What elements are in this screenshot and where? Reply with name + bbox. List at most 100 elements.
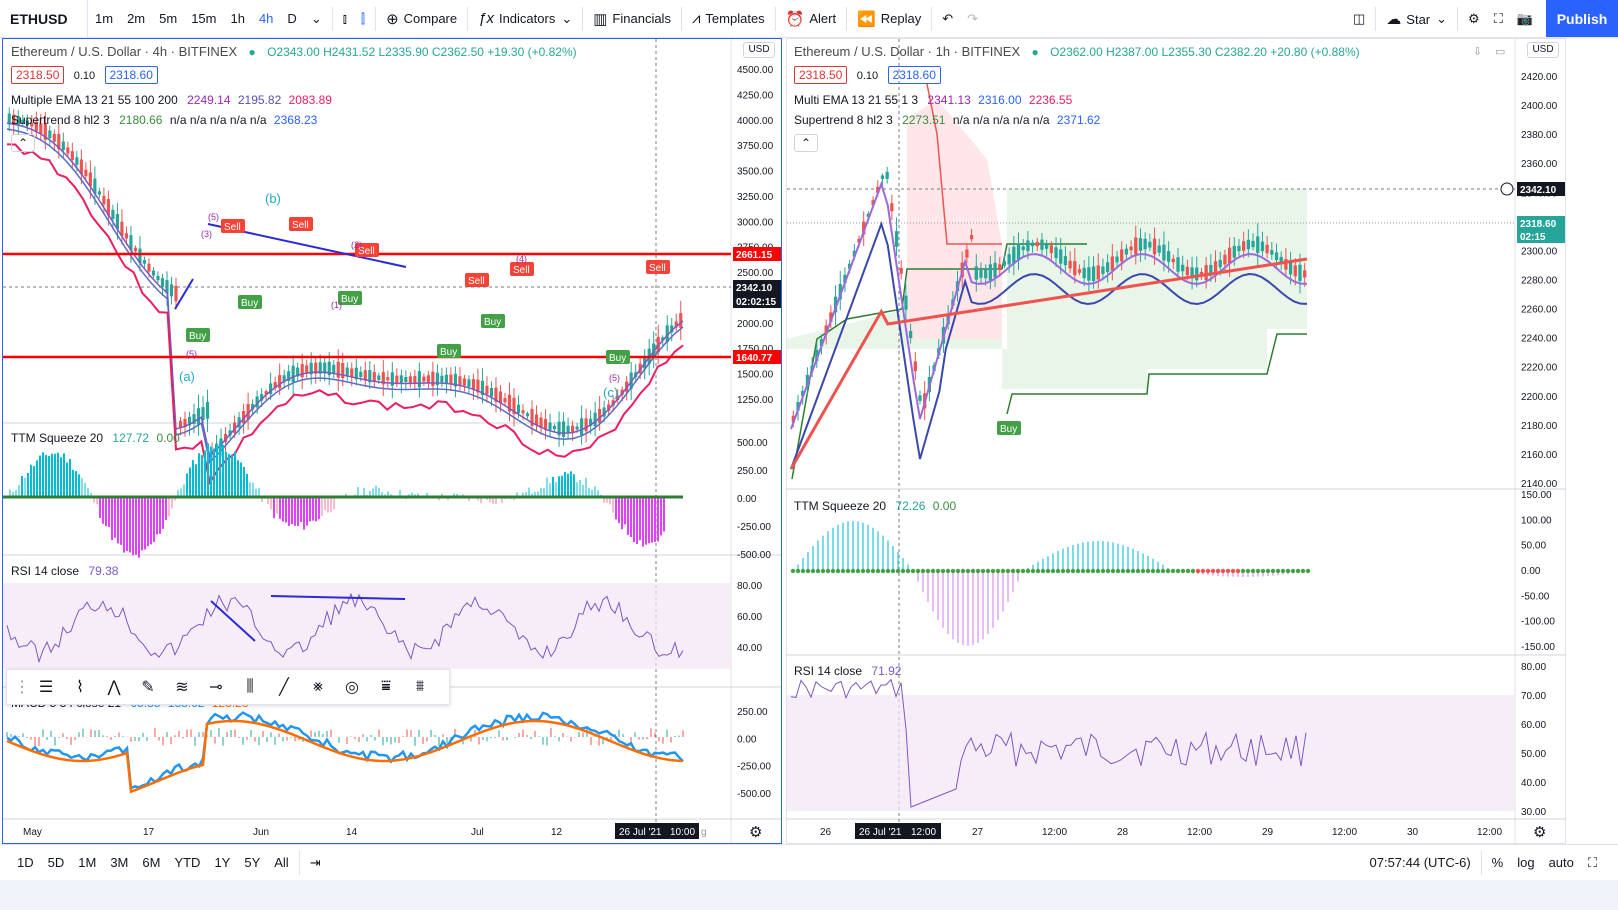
interval-dropdown-icon[interactable]: ⌄ xyxy=(310,10,322,26)
left-candle-body xyxy=(431,371,435,387)
clock-display[interactable]: 07:57:44 (UTC-6) xyxy=(1369,855,1471,870)
buy-price-button[interactable]: 2318.60 xyxy=(104,66,158,84)
right-price-axis-tick: 2360.00 xyxy=(1521,159,1558,170)
percent-toggle[interactable]: % xyxy=(1491,855,1504,870)
left-candle-body xyxy=(278,375,282,389)
ttm-squeeze-dot xyxy=(870,568,876,574)
sell-price-button[interactable]: 2318.50 xyxy=(11,66,65,84)
left-time-label: Jun xyxy=(253,827,269,838)
templates-button[interactable]: ⩘ Templates xyxy=(685,0,772,38)
left-main-legend: Ethereum / U.S. Dollar · 4h · BITFINEX ●… xyxy=(11,44,577,59)
brush-icon[interactable]: ✎ xyxy=(141,679,155,696)
resistance-price-flag-bg xyxy=(733,247,781,261)
left-chart-pane[interactable]: 4500.00 4250.00 4000.00 3750.00 3500.00 3250.… xyxy=(2,38,782,844)
collapse-legend-icon[interactable]: ⌃ xyxy=(794,134,818,152)
maximize-icon[interactable]: ▭ xyxy=(1495,46,1506,58)
auto-toggle[interactable]: auto xyxy=(1548,855,1574,870)
interval-4h[interactable]: 4h xyxy=(258,11,274,26)
drag-handle-icon[interactable]: ⋮ xyxy=(14,679,30,696)
pattern-icon[interactable]: ⨳ xyxy=(313,678,323,695)
ray-icon[interactable]: ⊸ xyxy=(209,679,223,696)
spiral-icon[interactable]: ◎ xyxy=(345,679,359,696)
goto-date-icon[interactable]: ⇥ xyxy=(309,854,321,870)
currency-selector[interactable]: USD xyxy=(743,42,775,58)
right-price-axis-tick: 2420.00 xyxy=(1521,72,1558,83)
horizontal-lines-icon[interactable]: ☰ xyxy=(38,679,54,696)
parallel-channel-icon[interactable]: ⩸ xyxy=(381,678,391,695)
pitchfork-icon[interactable]: ⫼ xyxy=(246,678,254,695)
left-candle-body xyxy=(395,375,399,384)
range-ytd[interactable]: YTD xyxy=(174,855,201,870)
left-macd-axis-tick: 250.00 xyxy=(737,707,768,718)
fullscreen-icon[interactable]: ⛶ xyxy=(1493,11,1503,26)
collapse-legend-icon[interactable]: ⌃ xyxy=(11,134,35,152)
range-5d[interactable]: 5D xyxy=(47,855,65,870)
redo-icon[interactable]: ↷ xyxy=(967,10,979,26)
left-candle-body xyxy=(39,123,43,135)
layout-icon[interactable]: ◫ xyxy=(1353,11,1366,26)
compare-button[interactable]: ⊕ Compare xyxy=(379,0,464,38)
indicators-button[interactable]: ƒx Indicators ⌄ xyxy=(471,0,579,38)
replay-button[interactable]: ⏪ Replay xyxy=(850,0,928,38)
bar-style-icon[interactable]: ⫾ xyxy=(342,10,347,26)
abc-pattern-icon[interactable]: ⋀ xyxy=(107,679,121,696)
buy-price-button[interactable]: 2318.60 xyxy=(887,66,941,84)
left-candle-body xyxy=(435,372,439,386)
interval-d[interactable]: D xyxy=(287,11,297,26)
macd-line xyxy=(6,711,684,790)
interval-2m[interactable]: 2m xyxy=(127,11,146,26)
fullscreen-icon[interactable]: ⛶ xyxy=(1587,854,1597,870)
candle-style-icon[interactable]: ⫿ xyxy=(360,10,366,26)
range-1y[interactable]: 1Y xyxy=(214,855,231,870)
right-chart-canvas[interactable]: 2420.002400.002380.002360.002340.002320.… xyxy=(787,39,1566,844)
range-1m[interactable]: 1M xyxy=(78,855,97,870)
ema-55-line xyxy=(789,257,1308,470)
undo-icon[interactable]: ↶ xyxy=(942,10,954,26)
interval-5m[interactable]: 5m xyxy=(159,11,178,26)
log-toggle[interactable]: log xyxy=(1517,855,1535,870)
interval-1m[interactable]: 1m xyxy=(95,11,114,26)
elliott-wave-icon[interactable]: ⌇ xyxy=(76,679,84,696)
right-price-axis-tick: 2300.00 xyxy=(1521,246,1558,257)
left-candle-body xyxy=(210,450,214,455)
left-chart-canvas[interactable]: 4500.00 4250.00 4000.00 3750.00 3500.00 3250.… xyxy=(3,39,782,844)
range-3m[interactable]: 3M xyxy=(110,855,129,870)
star-button[interactable]: ☁ Star ⌄ xyxy=(1379,0,1454,38)
ttm-squeeze-dot xyxy=(795,568,801,574)
camera-icon[interactable]: 📷 xyxy=(1516,11,1533,26)
right-candle-body xyxy=(838,284,842,300)
fib-icon[interactable]: ≋ xyxy=(175,679,189,696)
publish-button[interactable]: Publish xyxy=(1546,0,1618,37)
right-rsi-axis-tick: 80.00 xyxy=(1521,662,1546,673)
range-all[interactable]: All xyxy=(274,855,289,870)
alert-button[interactable]: ⏰ Alert xyxy=(779,0,843,38)
interval-1h[interactable]: 1h xyxy=(230,11,245,26)
range-5y[interactable]: 5Y xyxy=(244,855,261,870)
right-chart-pane[interactable]: 2420.002400.002380.002360.002340.002320.… xyxy=(786,38,1566,844)
left-ttm-legend: TTM Squeeze 20 127.72 0.00 xyxy=(11,431,180,445)
left-candle-body xyxy=(580,418,584,436)
right-candle-body xyxy=(1298,264,1302,281)
right-candle-body xyxy=(862,221,866,235)
ttm-squeeze-dot xyxy=(1000,568,1006,574)
symbol-search[interactable]: ETHUSD xyxy=(0,0,88,38)
left-time-label: 12 xyxy=(551,827,563,838)
range-1d[interactable]: 1D xyxy=(17,855,34,870)
right-supertrend-legend: Supertrend 8 hl2 3 2273.51 n/a n/a n/a n… xyxy=(794,113,1100,127)
financials-button[interactable]: ▥ Financials xyxy=(586,0,678,38)
ttm-squeeze-dot xyxy=(1075,568,1081,574)
right-candle-body xyxy=(1218,259,1222,268)
trendline-icon[interactable]: ╱ xyxy=(279,679,289,696)
arrow-down-icon[interactable]: ⇩ xyxy=(1473,46,1483,58)
right-chart-title: Ethereum / U.S. Dollar · 1h · BITFINEX xyxy=(794,44,1021,59)
range-6m[interactable]: 6M xyxy=(142,855,161,870)
currency-selector[interactable]: USD xyxy=(1527,42,1559,58)
sell-price-button[interactable]: 2318.50 xyxy=(794,66,848,84)
ttm-squeeze-dot xyxy=(1015,568,1021,574)
interval-15m[interactable]: 15m xyxy=(191,11,217,26)
left-candle-body xyxy=(525,413,530,417)
right-candle-body xyxy=(1134,237,1138,255)
ttm-squeeze-dot xyxy=(840,568,846,574)
more-tools-icon[interactable]: ⩩ xyxy=(415,678,425,695)
settings-gear-icon[interactable]: ⚙ xyxy=(1468,11,1480,26)
